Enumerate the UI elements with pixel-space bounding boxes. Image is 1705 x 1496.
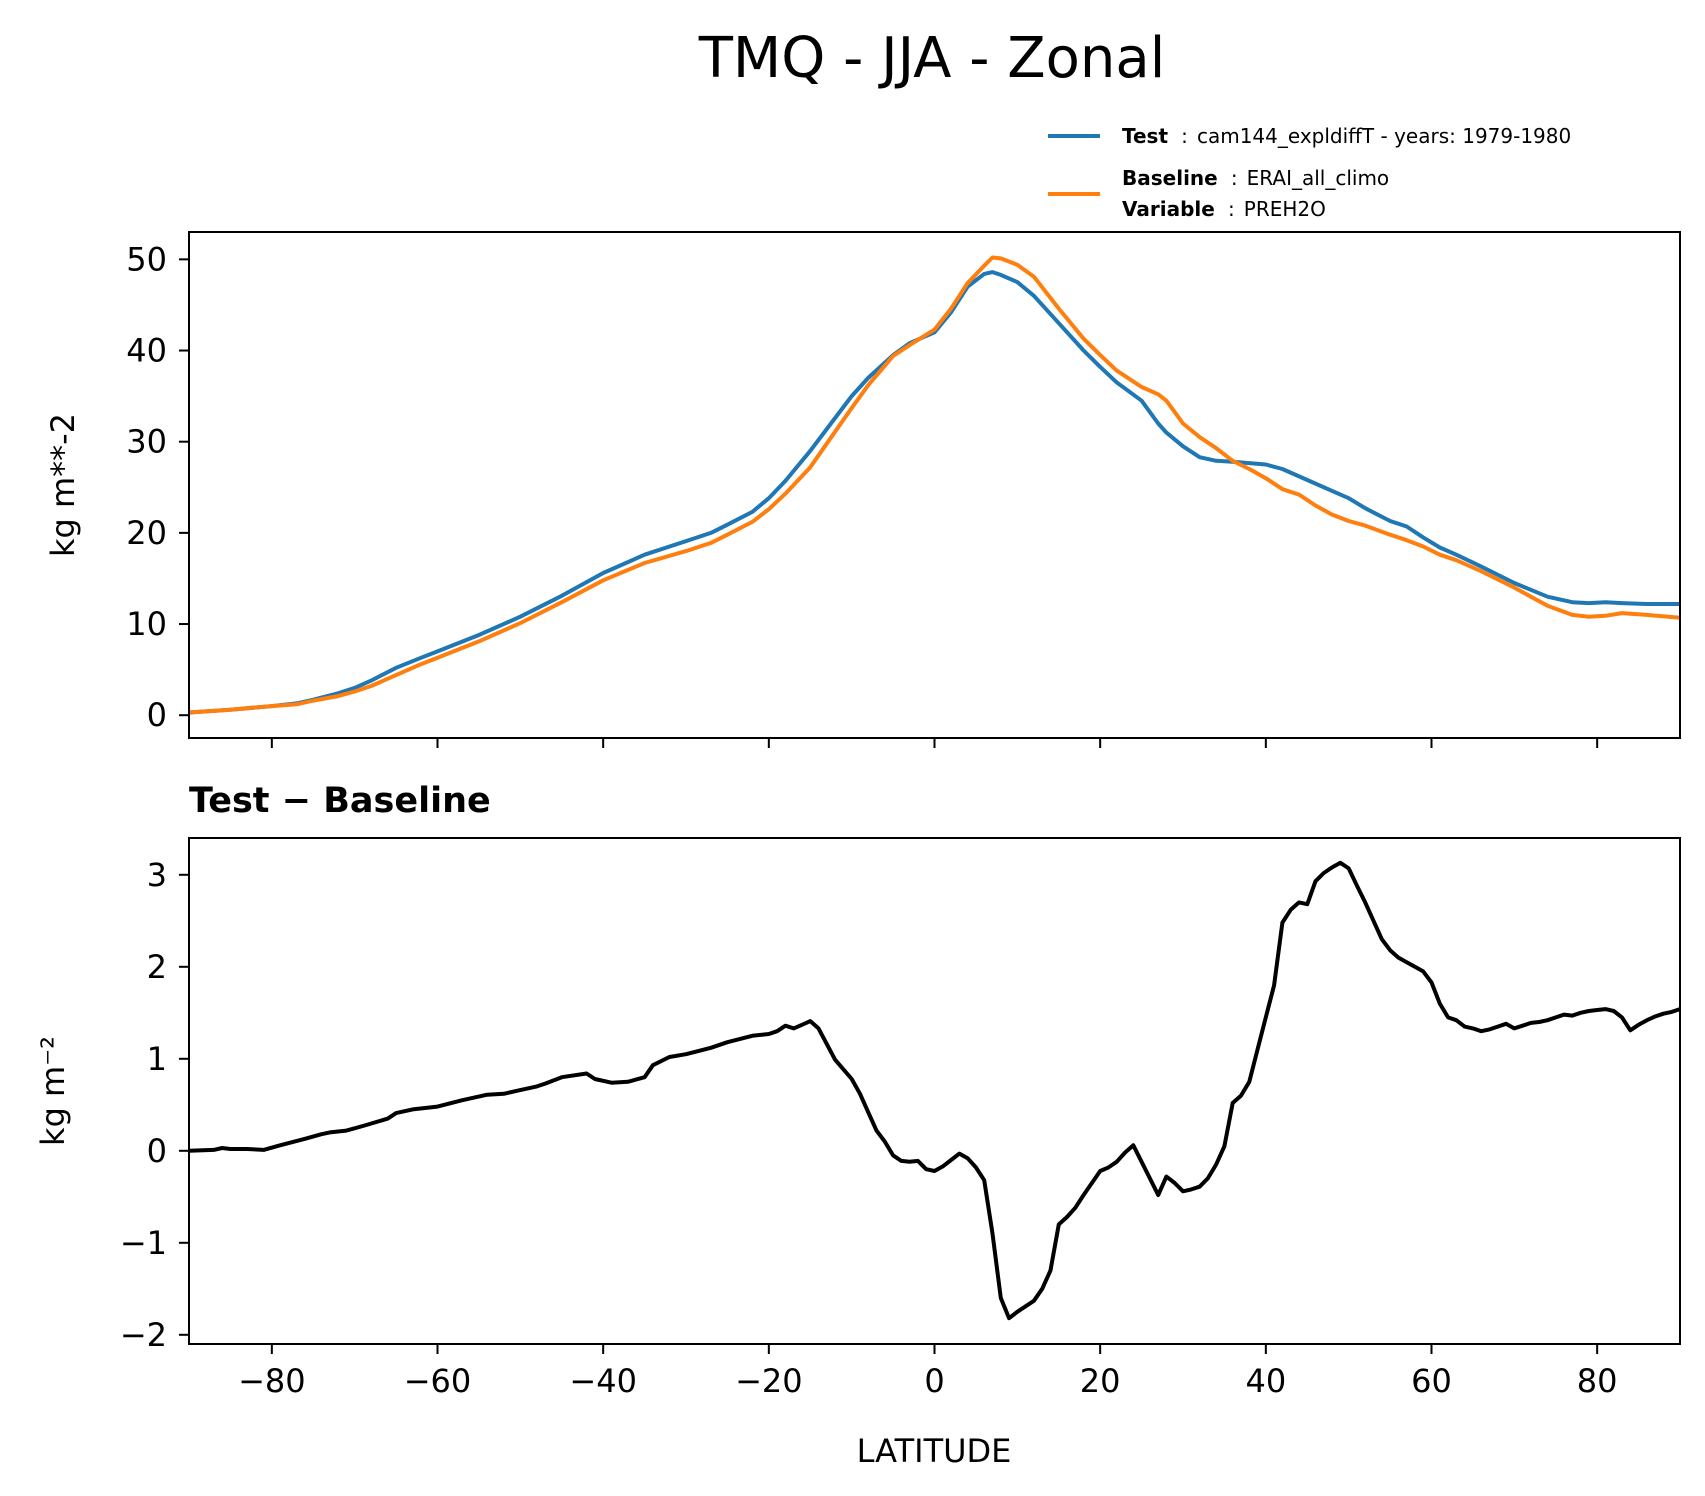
x-tick-label: 0 — [924, 1362, 944, 1400]
top-y-tick-label: 30 — [126, 423, 167, 461]
legend-test-value: cam144_expldiffT - years: 1979-1980 — [1197, 124, 1571, 148]
top-y-tick-label: 0 — [147, 696, 167, 734]
bottom-y-axis-label: kg m⁻² — [34, 1036, 72, 1146]
top-x-ticks — [270, 738, 1599, 748]
top-y-tick-label: 20 — [126, 514, 167, 552]
legend-baseline-sep: : — [1231, 166, 1238, 190]
top-y-tick-label: 40 — [126, 332, 167, 370]
top-y-tick-label: 50 — [126, 240, 167, 278]
svg-text:Test : cam144_expl: Test : cam144_expldiffT - years: 1979-19… — [1122, 124, 1571, 148]
bottom-y-tick-label: −2 — [120, 1316, 167, 1354]
top-y-axis-label: kg m**-2 — [44, 413, 82, 557]
x-axis-label: LATITUDE — [857, 1432, 1012, 1470]
legend-test-key: Test — [1122, 124, 1168, 148]
bottom-y-tick-label: 0 — [147, 1132, 167, 1170]
x-tick-label: 60 — [1411, 1362, 1452, 1400]
top-series-test-line — [188, 270, 1680, 715]
legend-variable-sep: : — [1228, 197, 1235, 221]
bottom-y-tick-label: 2 — [147, 948, 167, 986]
x-tick-label: −20 — [735, 1362, 803, 1400]
x-tick-label: 20 — [1080, 1362, 1121, 1400]
legend-variable-key: Variable — [1122, 197, 1215, 221]
legend: Test : cam144_expldiffT - years: 1979-19… — [1048, 124, 1571, 221]
bottom-plot-frame — [188, 837, 1681, 1345]
top-panel: 0 10 20 30 40 50 kg m**-2 — [44, 231, 1681, 748]
x-tick-label: −40 — [569, 1362, 637, 1400]
x-tick-label: −60 — [404, 1362, 472, 1400]
bottom-series-difference-line — [188, 860, 1681, 1321]
figure-title: TMQ - JJA - Zonal — [698, 26, 1166, 91]
svg-text:Baseline : ERAI_al: Baseline : ERAI_all_climo — [1122, 166, 1389, 190]
bottom-panel: Test − Baseline −2 −1 0 1 2 3 −80 −60 −40 −20 0 20… — [34, 781, 1681, 1470]
x-tick-label: −80 — [238, 1362, 306, 1400]
bottom-y-tick-label: 1 — [147, 1040, 167, 1078]
bottom-y-axis: −2 −1 0 1 2 3 — [120, 856, 189, 1354]
svg-text:Variable : PREH2O: Variable : PREH2O — [1122, 197, 1326, 221]
x-tick-label: 40 — [1245, 1362, 1286, 1400]
top-y-tick-label: 10 — [126, 605, 167, 643]
bottom-series-group — [188, 860, 1681, 1321]
bottom-y-tick-label: −1 — [120, 1224, 167, 1262]
top-series-group — [188, 255, 1681, 715]
x-tick-label: 80 — [1577, 1362, 1618, 1400]
bottom-x-axis: −80 −60 −40 −20 0 20 40 60 80 — [238, 1344, 1618, 1400]
legend-variable-value: PREH2O — [1244, 197, 1326, 221]
legend-baseline-value: ERAI_all_climo — [1247, 166, 1390, 190]
bottom-y-tick-label: 3 — [147, 856, 167, 894]
legend-test-sep: : — [1181, 124, 1188, 148]
bottom-panel-title: Test − Baseline — [189, 781, 491, 821]
top-y-axis: 0 10 20 30 40 50 — [126, 240, 189, 734]
top-series-baseline-line — [188, 255, 1681, 715]
legend-baseline-key: Baseline — [1122, 166, 1218, 190]
